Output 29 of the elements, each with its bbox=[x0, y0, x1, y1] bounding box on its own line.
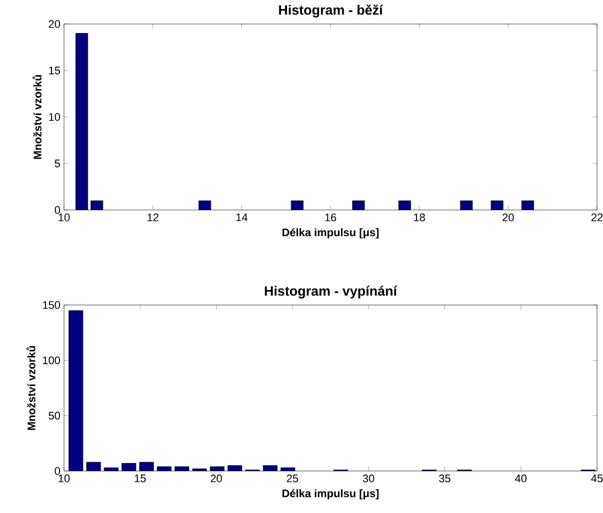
chart-title: Histogram - běží bbox=[279, 4, 384, 18]
x-tick-label: 30 bbox=[362, 474, 374, 482]
y-tick-label: 0 bbox=[54, 467, 60, 475]
x-tick-label: 22 bbox=[591, 214, 603, 222]
y-tick-label: 100 bbox=[43, 356, 60, 364]
x-tick-label: 12 bbox=[148, 214, 158, 222]
bar bbox=[68, 310, 84, 471]
y-axis-title: Množství vzorků bbox=[26, 346, 36, 430]
x-tick-label: 25 bbox=[286, 474, 298, 482]
x-tick-label: 40 bbox=[515, 474, 527, 482]
y-tick-label: 150 bbox=[43, 301, 60, 309]
x-tick-label: 14 bbox=[236, 214, 248, 222]
y-tick-label: 15 bbox=[49, 66, 60, 74]
x-tick-label: 20 bbox=[502, 214, 514, 222]
y-tick-label: 5 bbox=[54, 160, 60, 168]
x-tick-label: 35 bbox=[439, 474, 450, 482]
x-tick-label: 18 bbox=[414, 214, 425, 222]
x-tick-label: 16 bbox=[325, 214, 336, 222]
x-tick-label: 20 bbox=[210, 474, 222, 482]
x-axis-title: Délka impulsu [μs] bbox=[282, 228, 379, 238]
y-tick-label: 0 bbox=[54, 206, 60, 214]
x-tick-label: 15 bbox=[134, 474, 146, 482]
x-tick-label: 45 bbox=[591, 474, 603, 482]
x-axis-title: Délka impulsu [μs] bbox=[282, 489, 379, 500]
y-tick-label: 20 bbox=[48, 20, 60, 28]
y-axis-title: Množství vzorků bbox=[32, 75, 42, 159]
y-tick-label: 10 bbox=[49, 113, 60, 121]
chart-title: Histogram - vypínání bbox=[264, 286, 398, 298]
y-tick-label: 50 bbox=[48, 412, 60, 420]
